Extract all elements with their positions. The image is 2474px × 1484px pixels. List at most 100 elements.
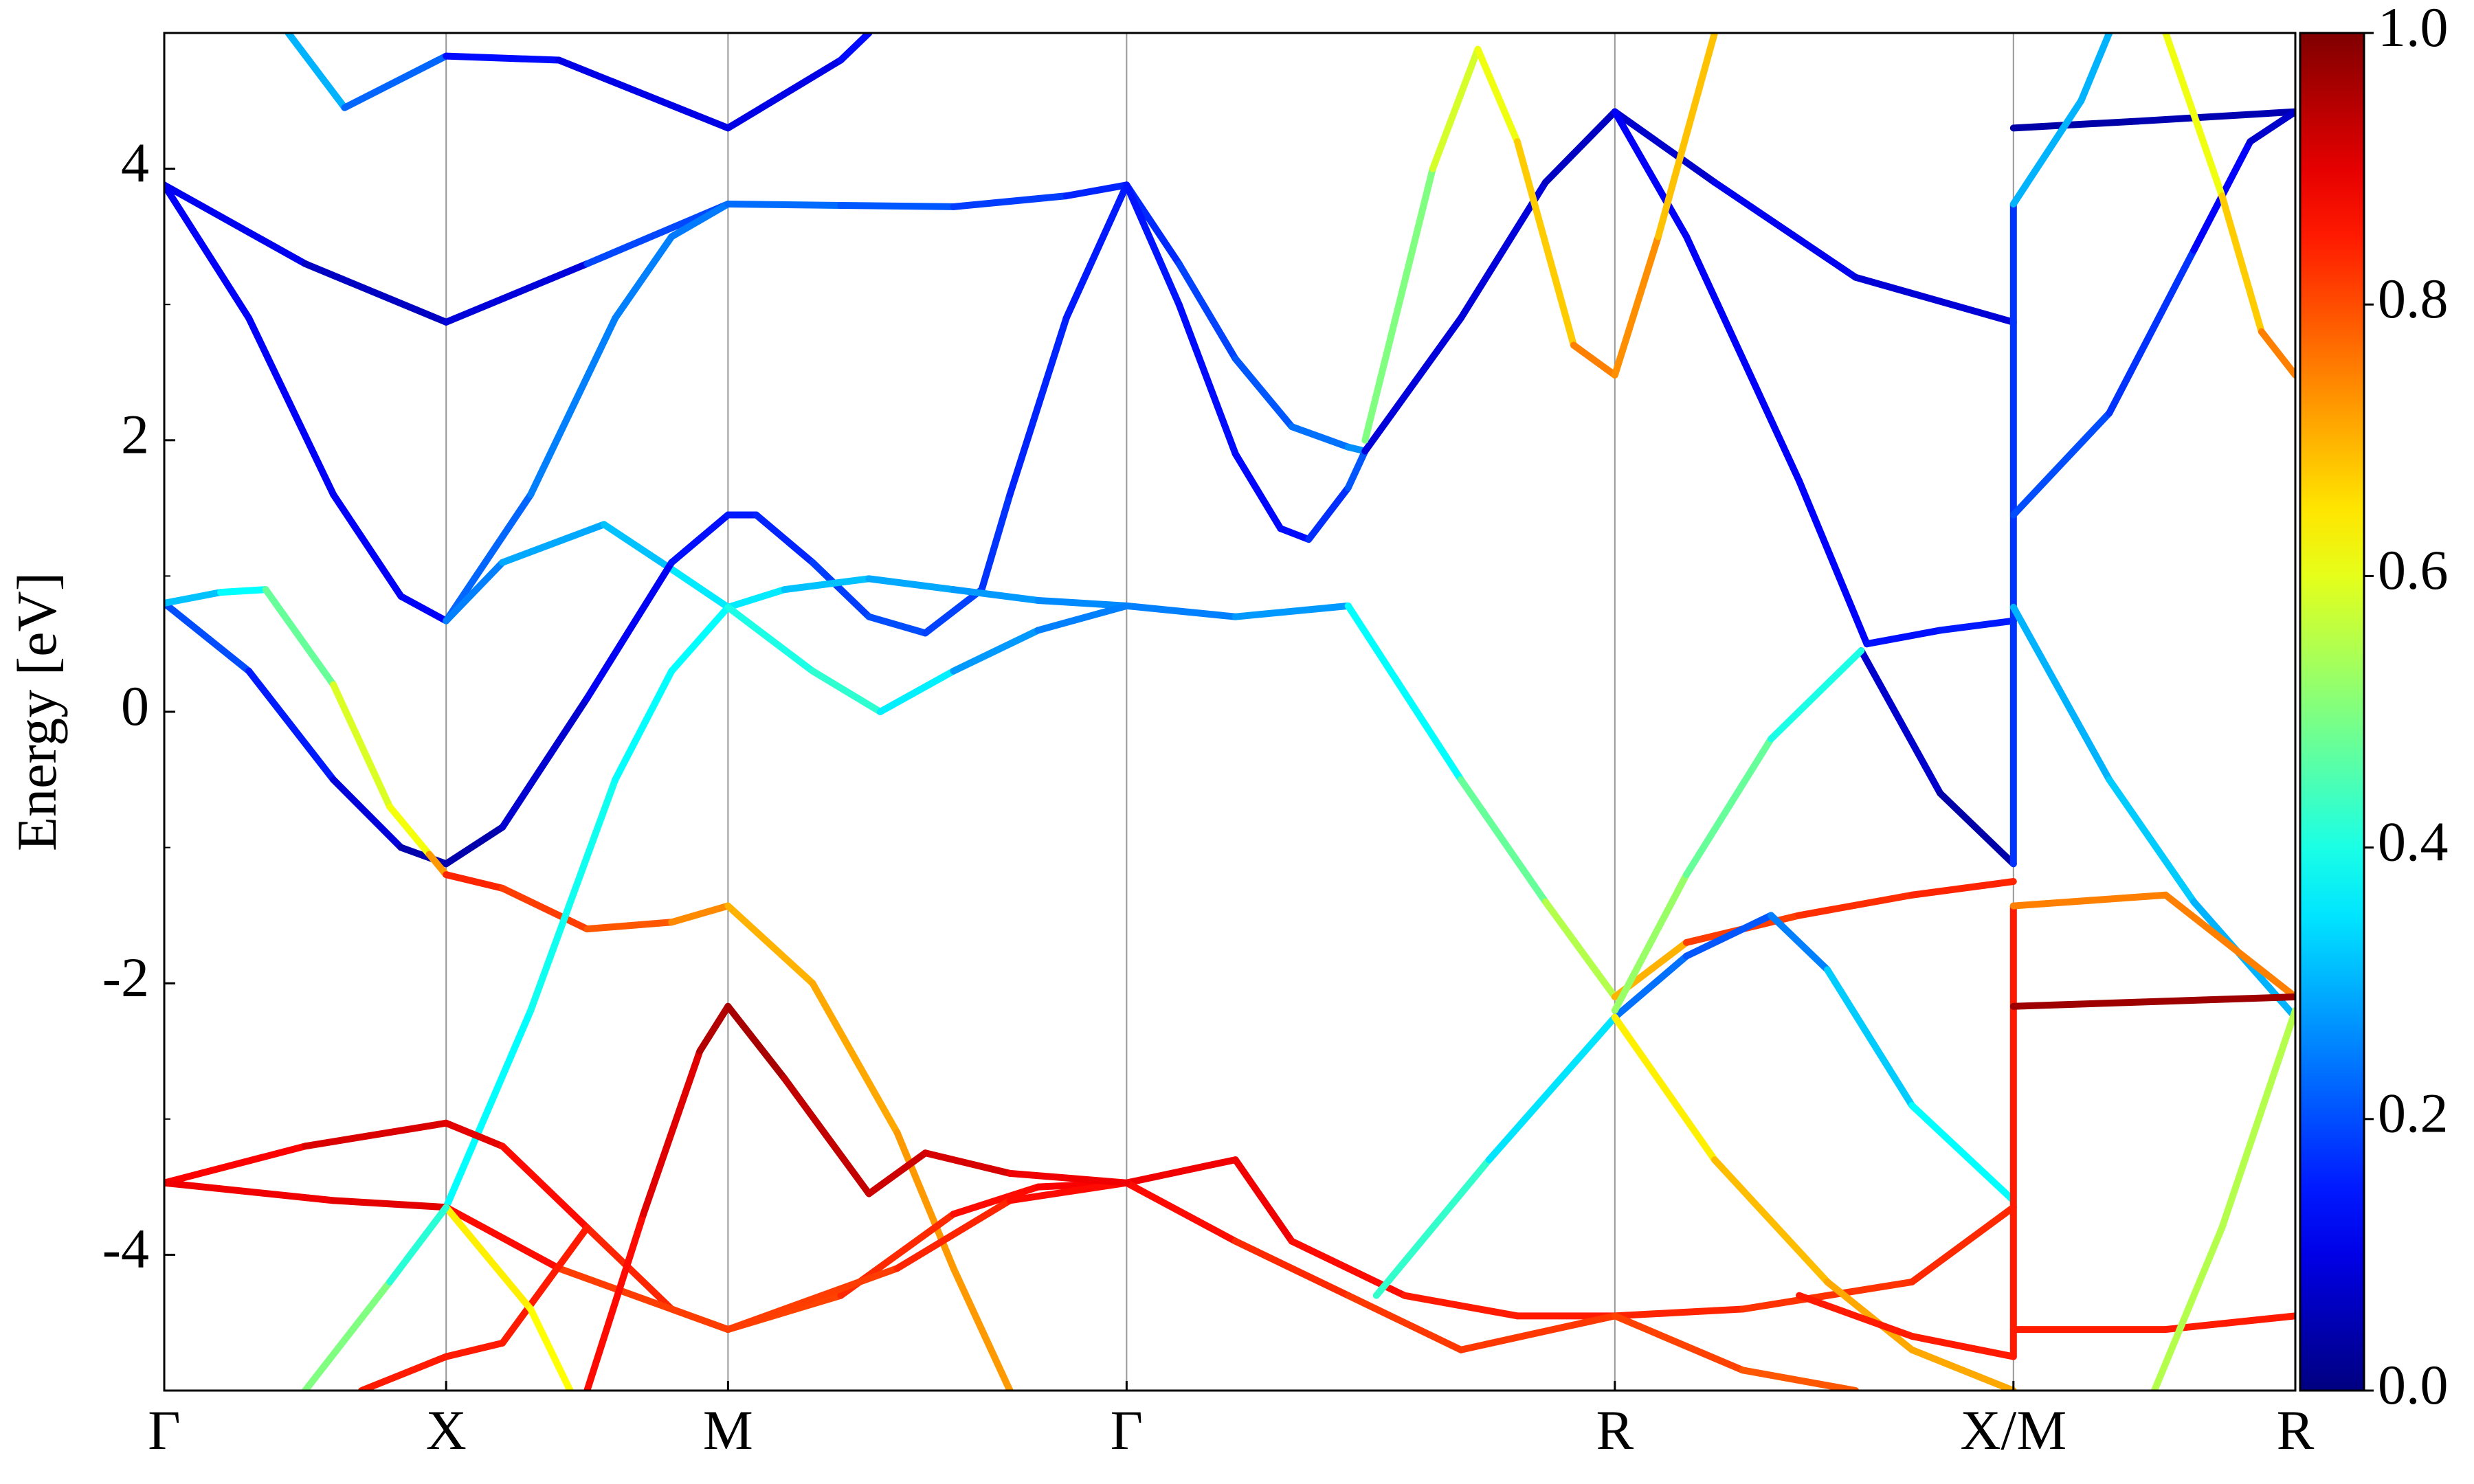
band-segment — [1372, 1156, 1493, 1299]
band-segment — [893, 1129, 957, 1272]
axes: Γ X M Γ R X/M R -4 -2 0 2 4 0.0 0.2 0.4 0.6 0.8 1.0 — [102, 0, 2449, 1461]
band-segment — [837, 33, 873, 64]
band-segment — [1288, 423, 1352, 451]
band-segment — [1711, 179, 1860, 281]
band-segment — [1485, 1013, 1618, 1164]
band-segment — [2009, 603, 2113, 783]
band-segment — [1344, 602, 1464, 783]
band-segment — [600, 521, 676, 573]
band-segment — [2218, 1007, 2295, 1231]
y-tick-label: -4 — [102, 1217, 149, 1280]
band-segment — [781, 575, 873, 594]
x-tick-label: X/M — [1960, 1399, 2066, 1461]
band-segment — [2162, 891, 2295, 1000]
band-segment — [1858, 647, 1944, 797]
band-segment — [1232, 1156, 1295, 1245]
band-segment — [527, 776, 619, 1014]
band-segment — [330, 776, 405, 851]
band-segment — [1611, 871, 1690, 1014]
band-segment — [330, 681, 394, 811]
band-segment — [1232, 355, 1295, 431]
band-segment — [443, 1339, 506, 1360]
band-segment — [1611, 1013, 1719, 1164]
band-segment — [865, 575, 957, 594]
band-segment — [1232, 450, 1284, 532]
colorbar-tick-label: 0.6 — [2378, 539, 2449, 601]
band-segment — [1937, 789, 2017, 868]
band-segment — [724, 200, 845, 209]
x-tick-label: X — [426, 1399, 467, 1461]
band-segment — [499, 695, 591, 831]
band-segment — [1541, 898, 1618, 1000]
band-segment — [583, 919, 676, 933]
band-segment — [1062, 181, 1130, 200]
band-segment — [555, 56, 732, 132]
band-segment — [499, 521, 608, 566]
band-segment — [1361, 314, 1464, 455]
band-segment — [1232, 602, 1352, 620]
band-segment — [1541, 108, 1618, 186]
y-tick-label: 4 — [121, 131, 149, 194]
band-segment — [724, 586, 788, 611]
band-segment — [2247, 108, 2295, 146]
band-segment — [1863, 627, 1944, 648]
band-segment — [2162, 33, 2226, 200]
band-segment — [2077, 33, 2113, 104]
band-segment — [2009, 409, 2113, 519]
band-segment — [1796, 1292, 1916, 1340]
plot-frame — [163, 32, 2297, 1392]
band-segment — [1683, 912, 1775, 960]
band-segment — [1123, 1179, 1239, 1245]
band-segment — [668, 511, 732, 566]
y-tick-label: 0 — [121, 675, 149, 737]
band-segment — [443, 823, 506, 868]
band-segment — [2134, 108, 2295, 125]
band-segment — [245, 667, 337, 783]
band-segment — [1034, 602, 1130, 634]
x-tick-label: M — [703, 1399, 753, 1461]
band-segment — [443, 1204, 563, 1272]
band-segment — [612, 233, 676, 322]
band-segment — [164, 181, 309, 267]
band-segment — [443, 1007, 535, 1211]
band-segment — [583, 1211, 647, 1391]
band-segment — [443, 1204, 535, 1313]
band-segment — [1034, 596, 1130, 609]
band-segment — [386, 803, 433, 858]
band-segment — [1288, 1237, 1408, 1299]
band-segment — [527, 314, 619, 498]
band-segment — [1006, 1179, 1130, 1204]
band-segment — [499, 1143, 591, 1231]
x-tick-label: R — [2277, 1399, 2315, 1461]
band-segment — [724, 902, 816, 987]
band-segment — [1908, 878, 2017, 899]
band-segment — [1654, 33, 1719, 240]
band-segment — [1570, 341, 1618, 379]
band-segment — [583, 559, 676, 702]
x-tick-label: Γ — [148, 1399, 180, 1461]
band-segment — [1006, 314, 1070, 498]
band-segment — [358, 1353, 450, 1391]
band-segment — [1062, 181, 1130, 322]
band-segment — [1429, 45, 1482, 172]
band-segment — [950, 586, 1042, 604]
band-segment — [950, 192, 1070, 210]
band-segment — [1611, 952, 1690, 1021]
band-segment — [1474, 45, 1521, 146]
band-segment — [809, 559, 873, 620]
band-segment — [1305, 484, 1352, 543]
band-segment — [1513, 138, 1577, 349]
band-segment — [443, 52, 563, 64]
colorbar-tick-label: 0.4 — [2378, 810, 2449, 873]
band-segment — [1796, 477, 1871, 648]
colorbar-tick-label: 0.8 — [2378, 267, 2449, 330]
band-segment — [922, 586, 985, 637]
band-segment — [2009, 891, 2170, 910]
band-segment — [164, 1179, 337, 1204]
band-segment — [1739, 1367, 1860, 1391]
y-axis-label: Energy [eV] — [5, 572, 68, 851]
x-tick-label: R — [1596, 1399, 1634, 1461]
band-segment — [1768, 912, 1831, 974]
band-segment — [1796, 891, 1916, 919]
band-segment — [262, 586, 337, 688]
